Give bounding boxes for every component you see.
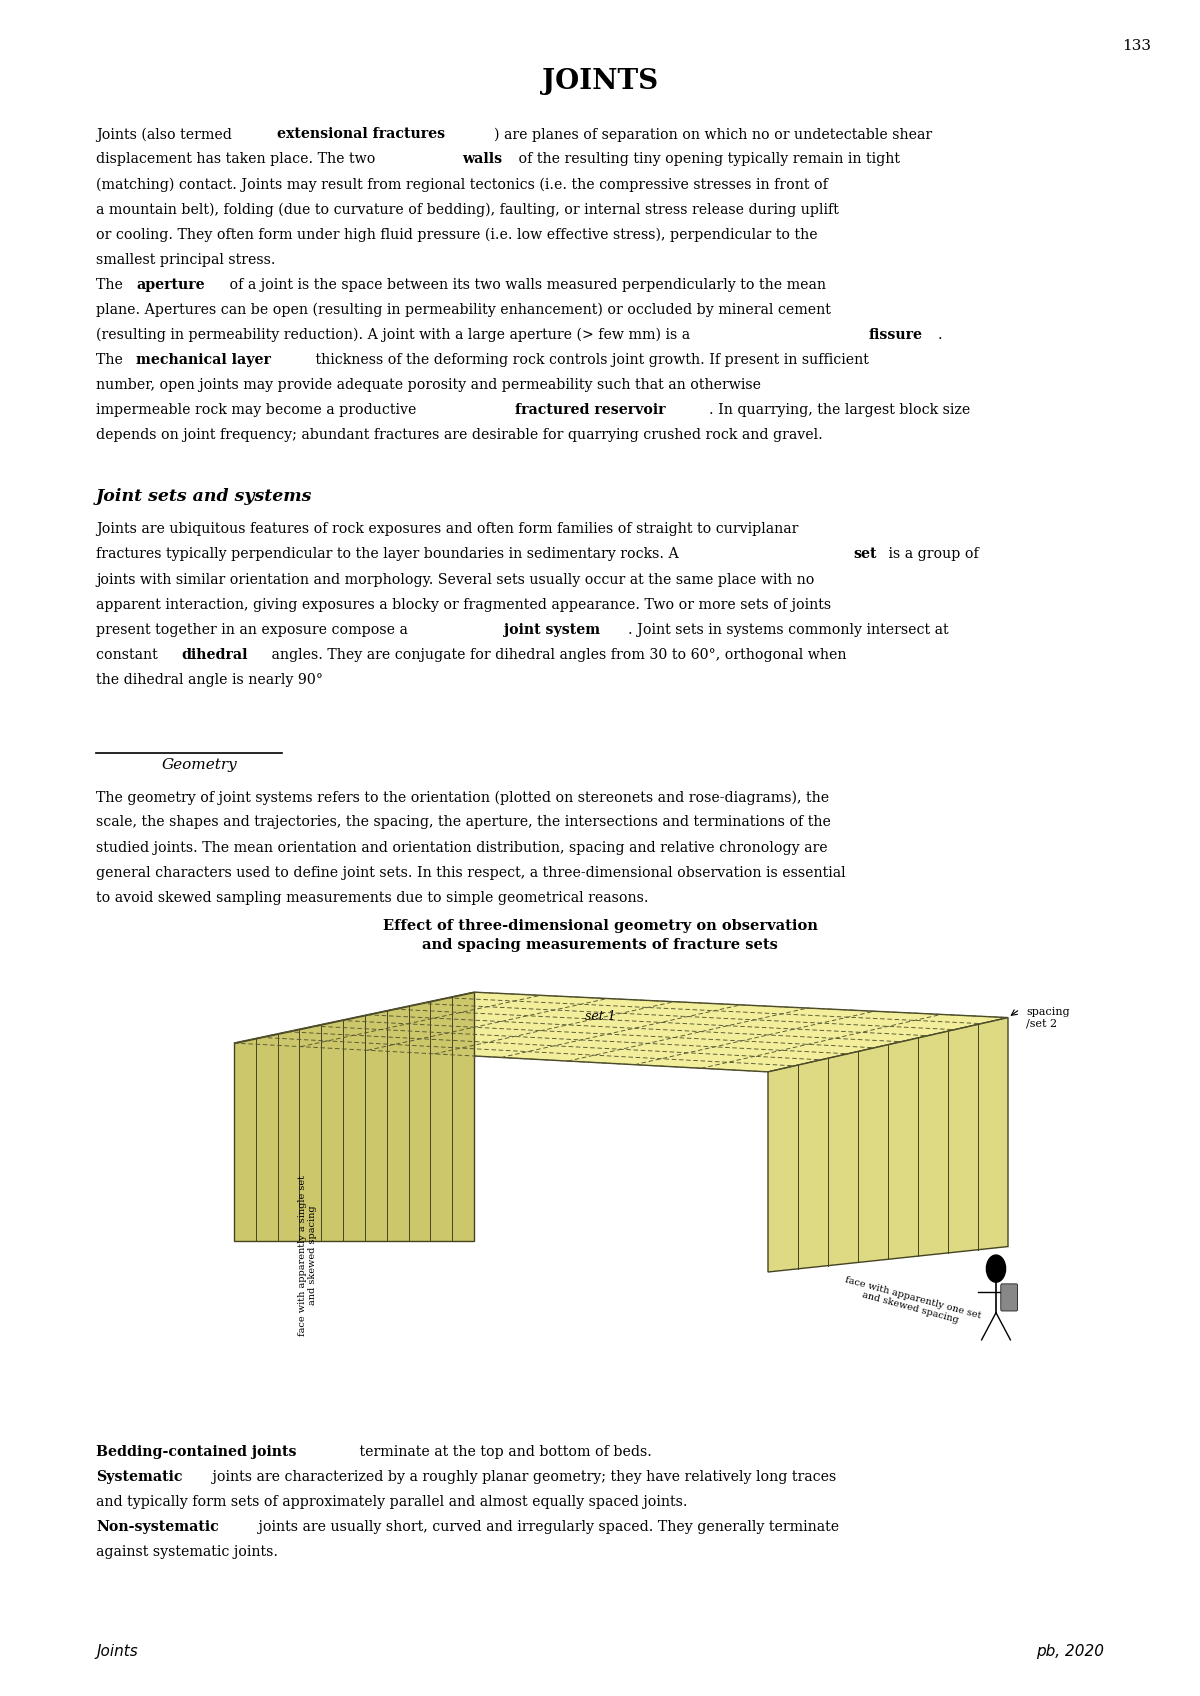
Text: Joint sets and systems: Joint sets and systems	[96, 488, 312, 505]
Text: (resulting in permeability reduction). A joint with a large aperture (> few mm) : (resulting in permeability reduction). A…	[96, 327, 695, 343]
Text: fractured reservoir: fractured reservoir	[515, 404, 666, 417]
Text: Non-systematic: Non-systematic	[96, 1520, 218, 1535]
Text: fissure: fissure	[869, 327, 923, 343]
Text: Joints: Joints	[96, 1643, 138, 1659]
Polygon shape	[234, 992, 1008, 1072]
Text: constant: constant	[96, 648, 162, 661]
Text: joint system: joint system	[504, 622, 600, 636]
Text: The: The	[96, 278, 127, 292]
Text: The: The	[96, 353, 127, 366]
Text: ) are planes of separation on which no or undetectable shear: ) are planes of separation on which no o…	[494, 127, 932, 141]
Circle shape	[986, 1255, 1006, 1282]
Text: extensional fractures: extensional fractures	[277, 127, 445, 141]
Text: scale, the shapes and trajectories, the spacing, the aperture, the intersections: scale, the shapes and trajectories, the …	[96, 816, 830, 829]
Text: fractures typically perpendicular to the layer boundaries in sedimentary rocks. : fractures typically perpendicular to the…	[96, 548, 683, 561]
Text: Geometry: Geometry	[162, 758, 238, 772]
Text: or cooling. They often form under high fluid pressure (i.e. low effective stress: or cooling. They often form under high f…	[96, 227, 817, 243]
Text: aperture: aperture	[137, 278, 205, 292]
Text: smallest principal stress.: smallest principal stress.	[96, 253, 276, 266]
Text: displacement has taken place. The two: displacement has taken place. The two	[96, 153, 380, 166]
Text: walls: walls	[462, 153, 503, 166]
Text: apparent interaction, giving exposures a blocky or fragmented appearance. Two or: apparent interaction, giving exposures a…	[96, 597, 832, 612]
Text: to avoid skewed sampling measurements due to simple geometrical reasons.: to avoid skewed sampling measurements du…	[96, 890, 648, 904]
Polygon shape	[768, 1018, 1008, 1272]
Text: thickness of the deforming rock controls joint growth. If present in sufficient: thickness of the deforming rock controls…	[311, 353, 869, 366]
Text: set 1: set 1	[584, 1009, 616, 1023]
Text: Bedding-contained joints: Bedding-contained joints	[96, 1445, 296, 1459]
Text: Joints (also termed: Joints (also termed	[96, 127, 236, 141]
Text: general characters used to define joint sets. In this respect, a three-dimension: general characters used to define joint …	[96, 865, 846, 880]
Text: joints with similar orientation and morphology. Several sets usually occur at th: joints with similar orientation and morp…	[96, 573, 815, 587]
Text: Systematic: Systematic	[96, 1470, 182, 1484]
Text: of a joint is the space between its two walls measured perpendicularly to the me: of a joint is the space between its two …	[226, 278, 826, 292]
Text: JOINTS: JOINTS	[542, 68, 658, 95]
Text: .: .	[938, 327, 943, 343]
Text: joints are usually short, curved and irregularly spaced. They generally terminat: joints are usually short, curved and irr…	[254, 1520, 840, 1535]
Text: . Joint sets in systems commonly intersect at: . Joint sets in systems commonly interse…	[629, 622, 949, 636]
Text: against systematic joints.: against systematic joints.	[96, 1545, 278, 1559]
Text: . In quarrying, the largest block size: . In quarrying, the largest block size	[709, 404, 971, 417]
Text: face with apparently a single set
and skewed spacing: face with apparently a single set and sk…	[298, 1175, 317, 1335]
Text: the dihedral angle is nearly 90°: the dihedral angle is nearly 90°	[96, 673, 323, 687]
Text: is a group of: is a group of	[884, 548, 979, 561]
Text: number, open joints may provide adequate porosity and permeability such that an : number, open joints may provide adequate…	[96, 378, 761, 392]
Text: The geometry of joint systems refers to the orientation (plotted on stereonets a: The geometry of joint systems refers to …	[96, 790, 829, 804]
Text: and typically form sets of approximately parallel and almost equally spaced join: and typically form sets of approximately…	[96, 1496, 688, 1509]
Text: Effect of three-dimensional geometry on observation
and spacing measurements of : Effect of three-dimensional geometry on …	[383, 919, 817, 951]
Text: dihedral: dihedral	[181, 648, 248, 661]
Text: of the resulting tiny opening typically remain in tight: of the resulting tiny opening typically …	[514, 153, 900, 166]
Text: joints are characterized by a roughly planar geometry; they have relatively long: joints are characterized by a roughly pl…	[208, 1470, 836, 1484]
Text: face with apparently one set
and skewed spacing: face with apparently one set and skewed …	[841, 1275, 983, 1330]
Text: a mountain belt), folding (due to curvature of bedding), faulting, or internal s: a mountain belt), folding (due to curvat…	[96, 202, 839, 217]
Text: pb, 2020: pb, 2020	[1036, 1643, 1104, 1659]
Text: mechanical layer: mechanical layer	[137, 353, 271, 366]
Text: plane. Apertures can be open (resulting in permeability enhancement) or occluded: plane. Apertures can be open (resulting …	[96, 304, 830, 317]
Text: (matching) contact. Joints may result from regional tectonics (i.e. the compress: (matching) contact. Joints may result fr…	[96, 178, 828, 192]
Text: set: set	[853, 548, 877, 561]
Text: Joints are ubiquitous features of rock exposures and often form families of stra: Joints are ubiquitous features of rock e…	[96, 522, 798, 536]
Text: present together in an exposure compose a: present together in an exposure compose …	[96, 622, 413, 636]
Text: terminate at the top and bottom of beds.: terminate at the top and bottom of beds.	[355, 1445, 652, 1459]
Text: impermeable rock may become a productive: impermeable rock may become a productive	[96, 404, 421, 417]
Text: studied joints. The mean orientation and orientation distribution, spacing and r: studied joints. The mean orientation and…	[96, 841, 828, 855]
Polygon shape	[234, 992, 474, 1241]
FancyBboxPatch shape	[1001, 1284, 1018, 1311]
Text: spacing
/set 2: spacing /set 2	[1026, 1007, 1069, 1028]
Text: depends on joint frequency; abundant fractures are desirable for quarrying crush: depends on joint frequency; abundant fra…	[96, 429, 823, 443]
Text: angles. They are conjugate for dihedral angles from 30 to 60°, orthogonal when: angles. They are conjugate for dihedral …	[268, 648, 847, 661]
Text: 133: 133	[1122, 39, 1151, 53]
